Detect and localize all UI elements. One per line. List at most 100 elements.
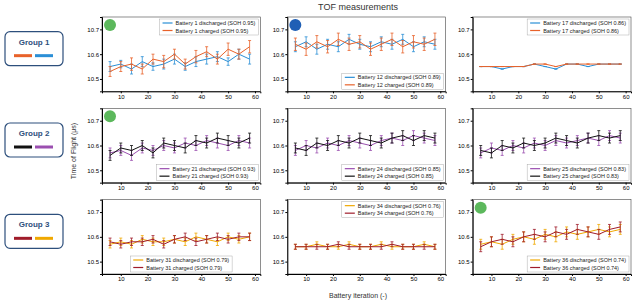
error-bar [587,227,590,237]
x-tick: 30 [172,91,179,99]
y-tick-mark [100,237,102,238]
y-axis: 10.510.610.7 [458,18,473,92]
legend-label: Battery 24 discharged (SOH 0.85) [358,166,441,172]
x-tick-label: 30 [542,185,549,191]
y-axis-line [100,109,103,183]
error-bar [401,244,404,249]
legend-swatch [159,168,169,169]
error-bar [227,236,230,243]
panel: 10203040506010.510.610.7Battery 21 disch… [87,108,261,191]
error-bar [511,143,514,153]
x-tick: 10 [118,91,125,99]
error-bar [544,66,547,67]
group-label: Group 3 [5,214,63,248]
x-tick: 40 [569,91,576,99]
x-axis: 102030405060 [473,183,631,191]
legend: Battery 12 discharged (SOH 0.89)Battery … [342,73,444,89]
error-bar [479,66,482,67]
y-tick-mark [100,29,102,30]
legend-label: Battery 34 charged (SOH 0.76) [358,210,434,216]
legend-item: Battery 31 charged (SOH 0.79) [133,265,222,271]
x-tick-label: 20 [330,185,337,191]
plot-frame [102,200,260,274]
legend-box [342,165,444,181]
legend-item: Battery 24 charged (SOH 0.85) [345,173,434,179]
error-bar [479,242,482,252]
error-bar [248,233,251,240]
error-bar [565,229,568,239]
x-axis-line [473,275,631,277]
indicator-dot [104,110,116,122]
error-bar [433,244,436,249]
error-bar [522,232,525,242]
x-tick: 30 [542,91,549,99]
error-bar [511,66,514,67]
error-bar [544,138,547,148]
y-tick-label: 10.6 [458,234,470,240]
x-tick: 50 [225,91,232,99]
plot-area [294,131,437,156]
legend-label: Battery 21 charged (SOH 0.93) [172,173,248,179]
x-tick: 60 [623,274,630,282]
x-tick-label: 10 [489,185,496,191]
error-bar [522,66,525,67]
x-tick-label: 40 [569,94,576,100]
x-tick: 20 [515,91,522,99]
y-tick-mark [471,212,473,213]
error-bar [390,242,393,247]
error-bar [248,54,251,64]
y-tick: 10.7 [458,118,473,124]
y-tick: 10.6 [87,234,102,240]
y-tick-label: 10.7 [273,27,285,33]
legend: Battery 25 discharged (SOH 0.83)Battery … [527,165,629,181]
error-bar [544,64,547,65]
error-bar [194,50,197,62]
plot-frame [102,17,260,91]
panel: 10203040506010.510.610.7Battery 34 disch… [273,200,447,283]
legend-label: Battery 1 charged (SOH 0.95) [176,28,249,34]
error-bar [237,138,240,148]
x-tick-label: 20 [515,185,522,191]
error-bar [130,58,133,70]
x-tick-label: 20 [145,276,152,282]
plot-frame [287,108,445,182]
y-tick-mark [471,29,473,30]
x-tick-label: 20 [515,94,522,100]
error-bar [348,244,351,249]
y-tick-label: 10.7 [458,27,470,33]
group-text: Group 2 [19,129,50,138]
plot-frame [473,108,631,182]
legend-item: Battery 1 charged (SOH 0.95) [163,28,249,34]
x-tick-label: 30 [357,276,364,282]
error-bar [294,244,297,249]
y-tick-label: 10.7 [87,118,99,124]
y-tick-label: 10.7 [87,27,99,33]
error-bar [205,236,208,243]
x-tick: 50 [411,274,418,282]
y-tick-label: 10.6 [87,234,99,240]
error-bar [501,66,504,67]
error-bar [501,69,504,70]
x-tick: 20 [515,274,522,282]
y-tick-mark [100,146,102,147]
indicator-dot [104,19,116,31]
error-bar [608,64,611,65]
error-bar [380,244,383,249]
legend-box [160,19,259,35]
x-tick: 10 [489,274,496,282]
error-bar [522,138,525,148]
x-axis: 102030405060 [288,183,446,191]
error-bar [597,64,600,65]
error-bar [597,229,600,239]
y-axis: 10.510.610.7 [458,200,473,274]
error-bar [205,47,208,57]
legend-box [130,256,232,272]
y-axis-line [471,109,474,183]
y-tick-label: 10.6 [458,52,470,58]
series-line [481,64,621,69]
y-tick-mark [285,121,287,122]
legend-swatch [345,168,355,169]
y-axis-line [100,18,103,92]
plot-area [479,131,622,158]
panel: 10203040506010.510.610.7Battery 25 disch… [458,108,632,191]
